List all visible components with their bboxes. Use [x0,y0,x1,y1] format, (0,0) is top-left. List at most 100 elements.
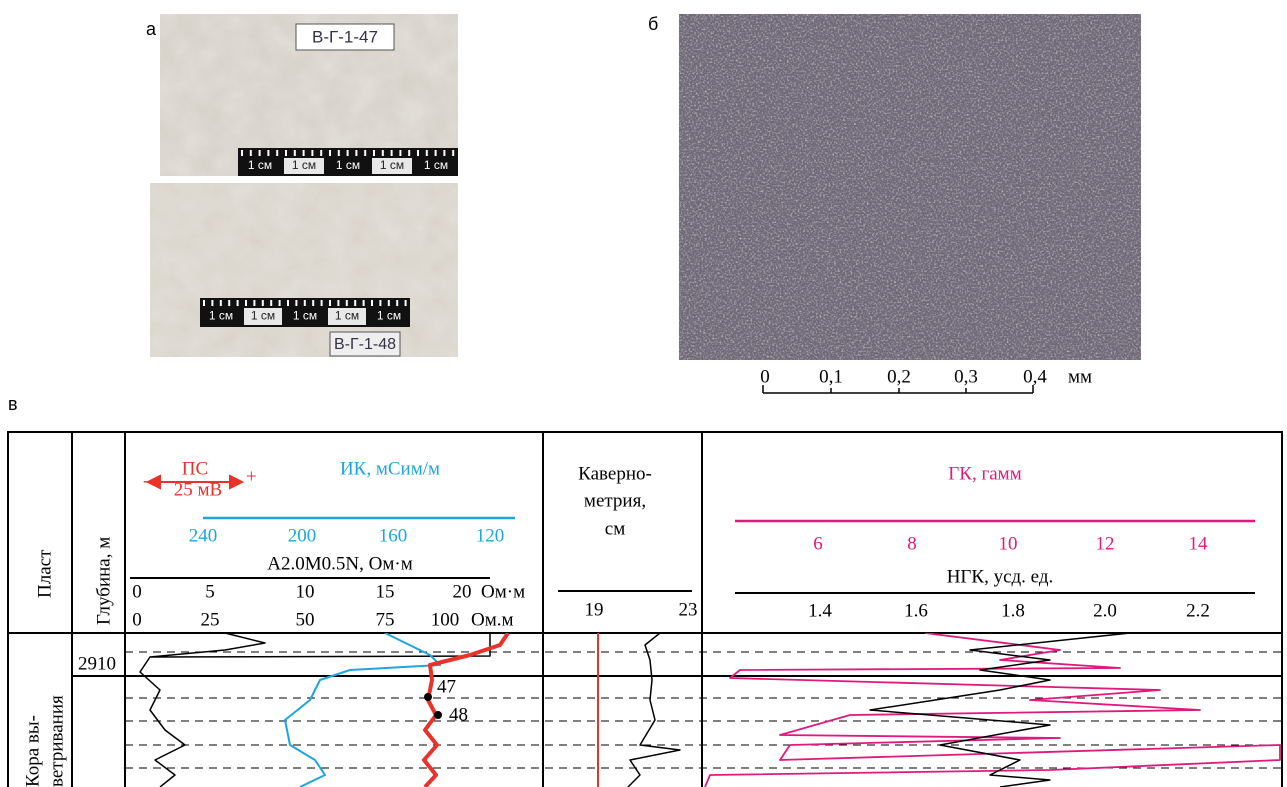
gk-tick: 10 [999,533,1018,554]
res2-tick: 50 [296,609,315,630]
scale-label: 1 см [424,158,448,172]
scale-tick [396,300,399,306]
gk-tick: 12 [1096,533,1115,554]
scale-tick [379,300,382,306]
scale-label: 1 см [336,158,360,172]
scale-tick [337,300,340,306]
photo: В-Г-1-48 [150,183,458,357]
res2-tick: 75 [376,609,395,630]
sp-scale: 25 мВ [174,479,222,500]
scale-tick [245,300,247,306]
scale-tick [270,300,273,306]
scale-tick [364,150,367,156]
ik-tick: 160 [379,525,408,546]
sample-number: 47 [437,676,456,697]
res-curve [139,656,186,787]
sp-curve [422,633,510,787]
res-tick: 10 [296,581,315,602]
scale-tick [381,150,384,156]
sp-title: ПС [182,458,208,479]
scale-cell [416,158,456,174]
scale-tick [258,150,261,156]
scale-tick: 0,3 [954,366,978,387]
scale-tick [390,150,393,156]
res-tick: 20 [453,581,472,602]
column-header: Глубина, м [93,537,114,625]
scale-label: 1 см [209,309,233,323]
scale-tick [362,300,365,306]
scale-tick [241,150,243,156]
panel-label: а [146,19,157,39]
res2-unit: Ом.м [471,609,514,630]
log-curves [139,633,1281,787]
ik-tick: 120 [476,525,505,546]
scale-cell [286,308,324,325]
scale-tick [425,150,428,156]
scale-label: 1 см [293,309,317,323]
gk-tick: 14 [1189,533,1209,554]
scale-label: 1 см [377,309,401,323]
scale-tick [295,300,298,306]
scale-tick [355,150,358,156]
sample-label: В-Г-1-48 [334,336,396,353]
scale-label: 1 см [335,309,359,323]
scale-tick [293,150,296,156]
scale-cell [284,158,324,174]
photo: В-Г-1-47 [160,14,458,176]
scale-tick: 0,4 [1023,366,1047,387]
scale-tick [346,150,349,156]
column-header: Пласт [34,549,55,598]
caliper-tick: 23 [679,599,698,620]
scale-tick [267,150,270,156]
panel-label: в [8,394,18,414]
res-unit: Ом·м [481,581,525,602]
caliper-title: метрия, [584,490,646,511]
scale-tick [236,300,239,306]
scale-tick [434,150,437,156]
scale-tick [219,300,222,306]
scale-tick [408,150,411,156]
scale-tick [354,300,357,306]
scale-cell [328,158,368,174]
scale-tick: 0,2 [887,366,911,387]
scale-tick [337,150,340,156]
scale-label: 1 см [380,158,404,172]
scale-tick [312,300,315,306]
caliper-curve [627,633,681,787]
layer-name: ветривания [46,695,67,787]
scale-tick [311,150,314,156]
res2-tick: 100 [431,609,460,630]
sp-arrow [145,474,245,490]
scale-tick [443,150,446,156]
log-frame [7,431,1283,787]
ik-tick: 200 [288,525,317,546]
sample-point [434,711,442,719]
scale-tick [329,150,331,156]
sp-plus: + [246,466,257,487]
res-title: A2.0M0.5N, Ом·м [267,553,412,574]
scale-tick [404,300,407,306]
res-curve [149,633,491,658]
micrograph-texture [679,14,1141,360]
layer-name: Кора вы- [22,715,43,787]
res-tick: 15 [376,581,395,602]
scale-tick [203,300,205,306]
scale-tick [387,300,390,306]
scale-tick: 0 [760,366,770,387]
scale-tick [303,300,306,306]
ngk-tick: 1.6 [904,600,928,621]
scale-tick [399,150,402,156]
scale-tick [345,300,348,306]
scale-tick [371,300,373,306]
gk-tick: 6 [813,533,823,554]
scale-tick: 0,1 [819,366,843,387]
scale-tick [373,150,375,156]
ik-title: ИК, мСим/м [340,458,440,479]
ngk-tick: 1.4 [808,600,832,621]
scale-tick [211,300,214,306]
depth-label: 2910 [78,653,116,674]
scale-label: 1 см [248,158,272,172]
scale-tick [452,150,455,156]
scale-label: 1 см [292,158,316,172]
